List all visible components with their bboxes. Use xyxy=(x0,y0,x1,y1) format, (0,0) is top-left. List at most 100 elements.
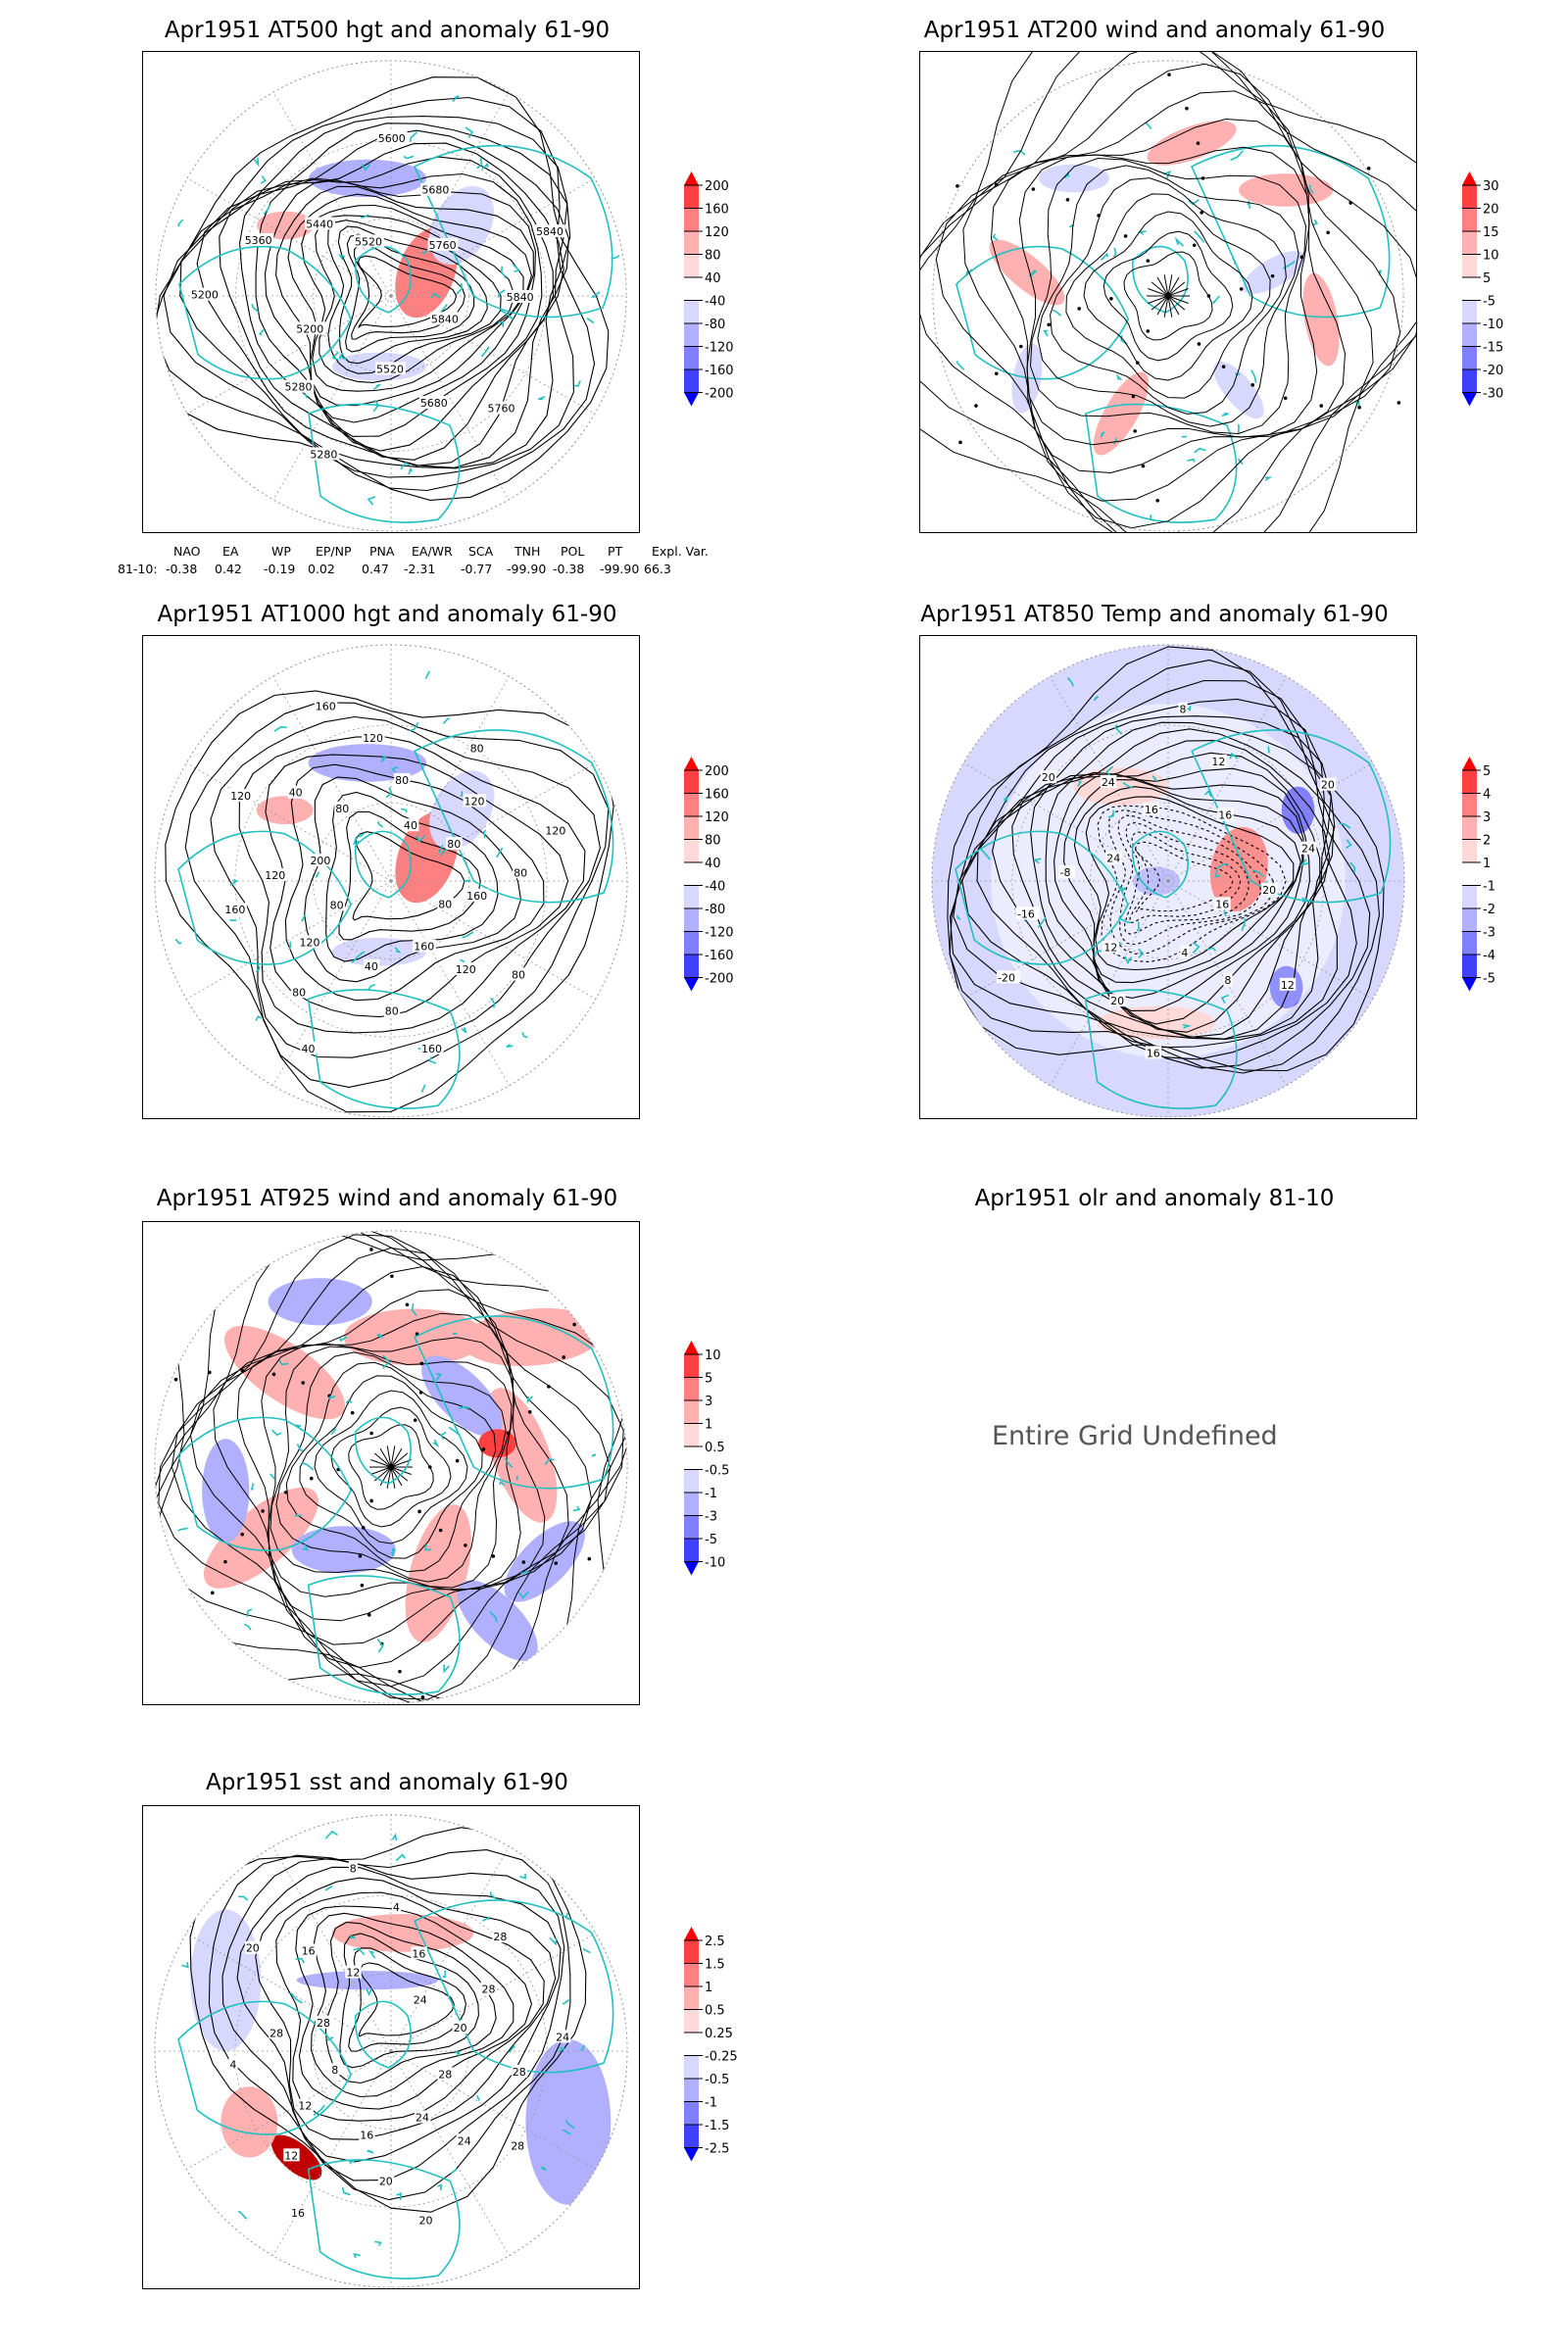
coastline-detail xyxy=(1174,236,1184,247)
pole-streamline xyxy=(379,1466,392,1487)
colorbar-tick-label: 1.5 xyxy=(705,1958,725,1973)
contour-label: 4 xyxy=(393,1901,400,1914)
coastline-detail xyxy=(1250,369,1257,383)
contour-label: 8 xyxy=(1224,974,1231,987)
streamline-arrow xyxy=(1192,243,1197,248)
contour-label-bg xyxy=(315,2015,332,2029)
anomaly-shading xyxy=(525,2038,612,2205)
contour-line xyxy=(1054,773,1304,1011)
anomaly-shading xyxy=(1093,371,1150,456)
colorbar-segment xyxy=(1462,369,1477,393)
coastline-detail xyxy=(495,847,504,858)
contour-label: 16 xyxy=(1145,804,1158,816)
colorbar-tick-label: -80 xyxy=(705,903,725,917)
coastline-detail xyxy=(500,266,507,279)
contour-label-bg xyxy=(535,224,565,238)
streamline-arrow xyxy=(956,184,959,188)
streamline-arrow xyxy=(1146,259,1151,263)
streamline xyxy=(330,1406,452,1528)
coastline-detail xyxy=(302,1461,315,1471)
colorbar-segment xyxy=(684,1539,699,1562)
coastline-detail xyxy=(1241,917,1247,931)
colorbar-segment xyxy=(684,862,699,886)
contour-label: 28 xyxy=(511,2140,524,2153)
colorbar-segment xyxy=(684,208,699,231)
contour-label: 20 xyxy=(1110,995,1124,1007)
contour-label: 160 xyxy=(421,1043,442,1055)
pole-streamline xyxy=(1167,274,1173,297)
coastline-detail xyxy=(270,1429,282,1437)
panel-title-925wind: Apr1951 AT925 wind and anomaly 61-90 xyxy=(156,1186,618,1211)
contour-label-bg xyxy=(446,837,463,851)
colorbar-tick-label: 4 xyxy=(1483,788,1491,803)
contour-label-bg xyxy=(229,789,253,803)
anomaly-shading xyxy=(1147,121,1237,166)
contour-label-bg xyxy=(309,854,333,867)
coastline-detail xyxy=(519,1571,530,1575)
contour-line xyxy=(238,735,586,1034)
contour-label-bg xyxy=(437,897,454,910)
contour-label: 5840 xyxy=(431,313,459,325)
coastline-detail xyxy=(562,1998,570,2005)
contour-label-bg xyxy=(420,1041,444,1054)
streamline-arrow xyxy=(369,1248,373,1251)
streamline-arrow xyxy=(261,1509,265,1513)
coastline xyxy=(308,403,461,523)
colorbar-segment xyxy=(684,1986,699,2010)
coastline-detail xyxy=(313,2104,325,2117)
pole-streamline xyxy=(1167,281,1186,297)
coastline-detail xyxy=(367,496,376,506)
streamline-arrow xyxy=(506,1431,511,1436)
contour-line xyxy=(1063,779,1303,999)
contour-label: 5840 xyxy=(507,291,534,304)
contour-line xyxy=(337,225,488,365)
anomaly-shading xyxy=(1243,251,1306,294)
colorbar-segment xyxy=(684,2009,699,2033)
contour-label-bg xyxy=(429,312,461,325)
contour-label-bg xyxy=(1214,897,1231,910)
coastline-detail xyxy=(368,1950,376,1959)
anomaly-shading xyxy=(331,1914,474,1952)
contour-label: 4 xyxy=(1181,947,1188,959)
coastline-detail xyxy=(1124,956,1133,965)
coastline-detail xyxy=(174,938,182,945)
streamline-arrow xyxy=(572,1322,576,1327)
map-1000hgt: 80 80 120 160 160 80 40 40 80 120 80 160 120 200 120 40… xyxy=(142,635,640,1119)
contour-label-bg xyxy=(468,741,485,755)
contour-line xyxy=(358,1962,455,2037)
streamline-arrow xyxy=(413,1418,417,1422)
coastline-detail xyxy=(1194,230,1205,243)
streamline xyxy=(1037,165,1299,427)
contour-label: 5840 xyxy=(536,225,564,238)
coastline-detail xyxy=(1003,794,1008,803)
coastline-detail xyxy=(591,1453,597,1457)
streamline-arrow xyxy=(360,1583,365,1588)
coastline-detail xyxy=(586,318,595,324)
contour-label: 8 xyxy=(350,1863,357,1876)
colorbar-segment xyxy=(1462,955,1477,978)
colorbar-arrow-top xyxy=(684,172,699,185)
contour-label-bg xyxy=(1058,865,1075,879)
coastline-detail xyxy=(574,380,581,387)
streamline-arrow xyxy=(240,1532,245,1537)
coastline-detail xyxy=(243,1623,252,1631)
coastline-detail xyxy=(1212,295,1220,305)
index-value: -99.90 xyxy=(600,562,640,576)
contour-label-bg xyxy=(362,731,385,745)
colorbar-segment xyxy=(1462,254,1477,277)
pole-streamline xyxy=(390,1466,396,1489)
contour-line xyxy=(357,255,458,328)
coastline-detail xyxy=(1221,413,1229,417)
coastline-detail xyxy=(338,352,344,360)
pole-streamline xyxy=(1163,295,1169,318)
streamline xyxy=(158,1234,624,1700)
pole-streamline xyxy=(390,1446,396,1468)
streamline-arrow xyxy=(958,440,962,445)
coastline-detail xyxy=(1251,869,1264,878)
streamline xyxy=(1102,230,1234,362)
coastline-detail xyxy=(324,1885,333,1891)
contour-line xyxy=(976,721,1336,1040)
colorbar-segment xyxy=(684,793,699,816)
coastline-detail xyxy=(296,1444,304,1452)
streamline-arrow xyxy=(405,1302,410,1307)
